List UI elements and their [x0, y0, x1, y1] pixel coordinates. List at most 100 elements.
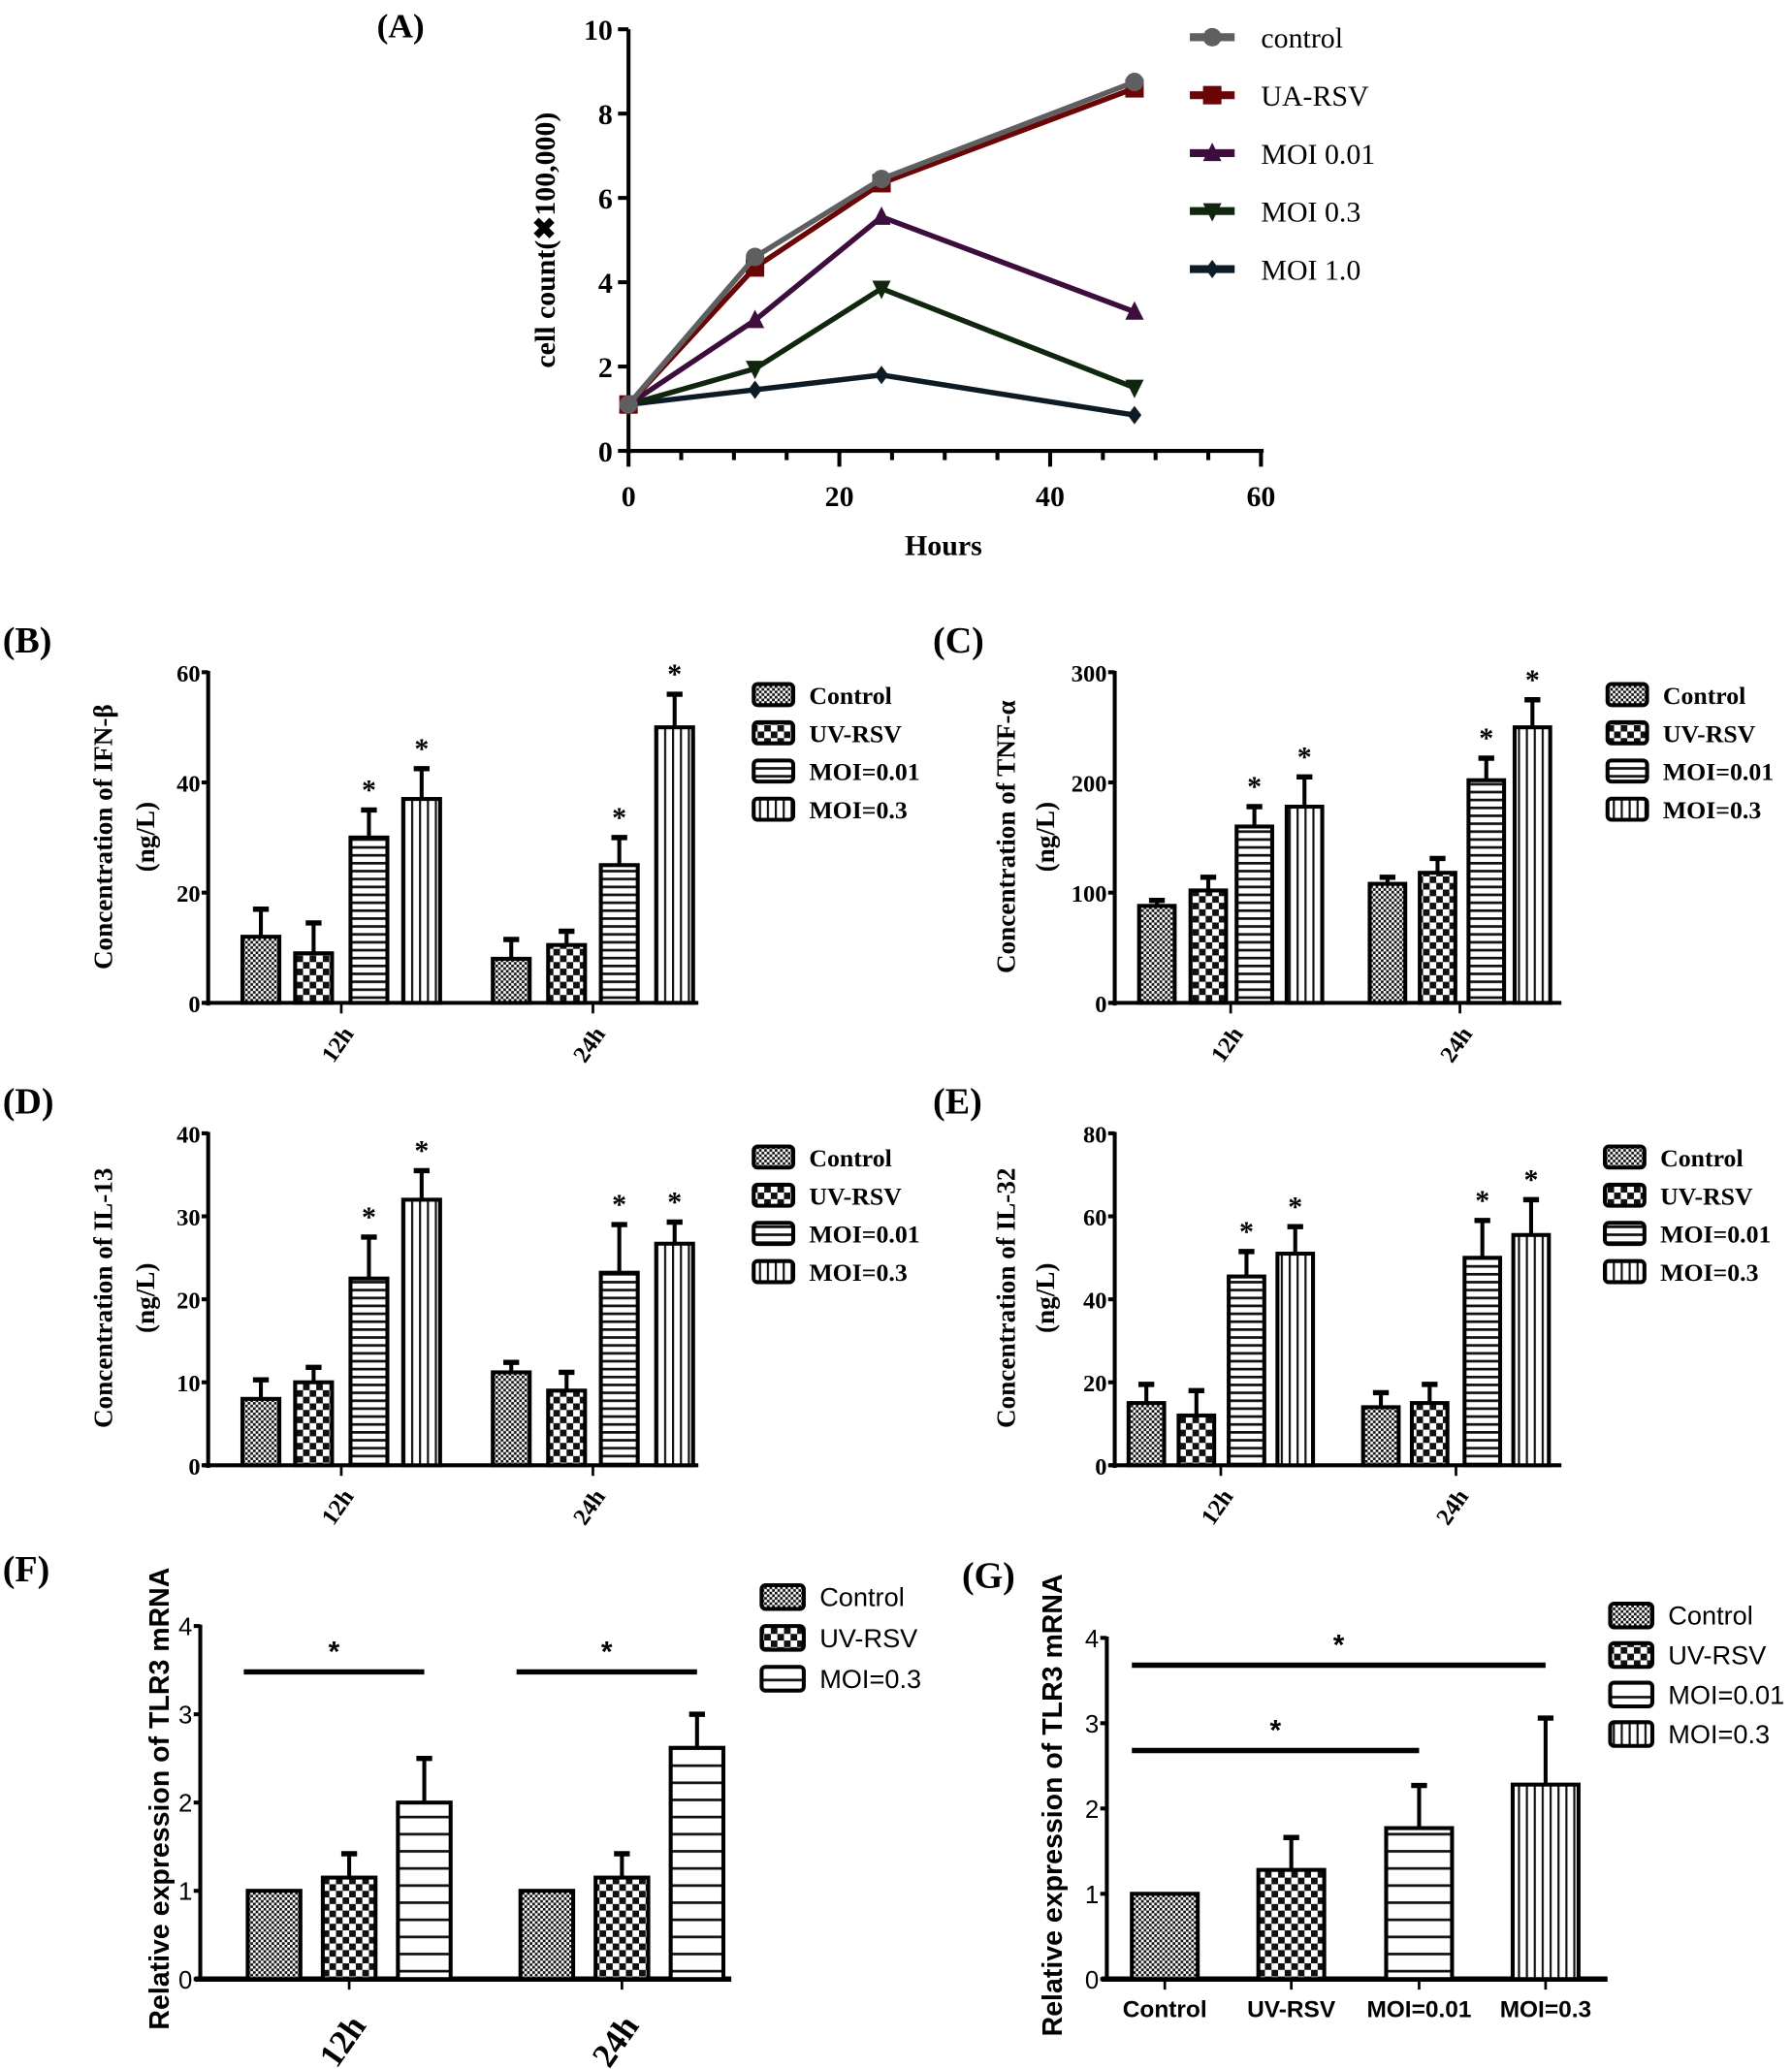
bar: [320, 1875, 378, 1982]
y-tick-label: 10: [176, 1371, 200, 1397]
significance-marker: *: [612, 1189, 626, 1221]
y-axis-title: cell count(✖100,000): [529, 112, 561, 368]
significance-marker: *: [1475, 1185, 1489, 1217]
legend-item: MOI=0.3: [752, 796, 908, 824]
significance-bracket: *: [243, 1637, 425, 1675]
significance-marker: *: [1525, 664, 1540, 696]
bar-uv-rsv: [293, 920, 335, 1005]
bar: [546, 1388, 588, 1468]
x-tick-label: MOI=0.01: [1366, 1997, 1471, 2023]
bar-uv-rsv: [1409, 1382, 1450, 1468]
significance-marker: *: [329, 1637, 340, 1669]
bar-moi-0-01: [1384, 1782, 1455, 1982]
legend-swatch: [1605, 682, 1649, 708]
legend-label: UV-RSV: [1663, 719, 1756, 748]
y-tick-label: 0: [1085, 1967, 1099, 1994]
legend-label: UV-RSV: [1668, 1640, 1766, 1671]
bar-moi-0-01: *: [348, 1201, 390, 1468]
bar-control: [240, 1377, 282, 1468]
significance-marker: *: [1239, 1216, 1254, 1248]
bar: [1360, 1405, 1401, 1468]
bar-uv-rsv: [546, 1369, 588, 1468]
series-line: [627, 285, 1136, 407]
bar-control: [518, 1889, 576, 1982]
bar: [491, 956, 532, 1005]
legend-swatch: [1605, 719, 1649, 746]
legend-label: MOI=0.01: [809, 1221, 919, 1249]
legend-item: UV-RSV: [1605, 719, 1756, 748]
legend-swatch: [759, 1624, 806, 1652]
bar: [1176, 1413, 1217, 1468]
bar-moi-0-3: [1510, 1715, 1581, 1982]
legend-swatch: [752, 1258, 796, 1285]
legend-label: Control: [809, 682, 892, 710]
legend-label: MOI 1.0: [1261, 254, 1360, 286]
legend-item: UV-RSV: [1603, 1182, 1753, 1210]
legend-swatch: [1603, 1258, 1647, 1285]
y-tick-label: 3: [1085, 1711, 1099, 1738]
panel-d: (D) 0 10 20 30 40 Concentration of IL-13 (ng/L)…: [3, 1082, 920, 1530]
bar-moi-0-3: *: [400, 1135, 442, 1468]
legend-item: MOI=0.01: [1608, 1679, 1784, 1709]
data-point: [872, 280, 891, 300]
data-point: [746, 309, 765, 329]
significance-marker: *: [667, 658, 682, 690]
legend-item: MOI 0.3: [1190, 197, 1360, 229]
x-axis-title: Hours: [905, 529, 982, 561]
series-line: [627, 372, 1136, 418]
significance-marker: *: [414, 733, 429, 765]
legend-item: control: [1190, 22, 1343, 54]
legend-swatch: [752, 1221, 796, 1247]
legend-item: UV-RSV: [1608, 1640, 1766, 1671]
legend-swatch: [752, 682, 796, 708]
panel-g: (G) 0 1 2 3 4 Relative expression of TLR3 mRNA…: [962, 1556, 1784, 2037]
bar-control: [1130, 1892, 1200, 1982]
legend-item: MOI=0.3: [1608, 1719, 1770, 1749]
bar-moi-0-01: *: [598, 802, 640, 1005]
bar: [598, 863, 640, 1005]
bar-moi-0-3: *: [654, 658, 695, 1005]
bar: [400, 797, 442, 1005]
bar: [654, 1241, 695, 1468]
x-tick-label: 12h: [1206, 1022, 1249, 1067]
y-tick-label: 20: [176, 1289, 200, 1315]
bar: [1234, 824, 1274, 1005]
bar-moi-0-01: *: [1234, 771, 1274, 1005]
bar-moi-0-01: *: [1466, 722, 1507, 1005]
legend-label: MOI=0.01: [1668, 1679, 1784, 1709]
legend-item: MOI=0.3: [1605, 796, 1761, 824]
legend-item: Control: [759, 1582, 905, 1612]
data-point: [748, 380, 762, 399]
bar: [1275, 1252, 1316, 1468]
significance-bracket: *: [1132, 1630, 1546, 1669]
significance-bracket: *: [516, 1637, 697, 1675]
bar: [1284, 804, 1325, 1005]
panel-label: (A): [377, 7, 425, 45]
y-tick-label: 2: [598, 352, 613, 384]
y-tick-label: 1: [178, 1879, 192, 1906]
y-tick-label: 0: [598, 436, 613, 468]
bar: [491, 1370, 532, 1468]
bar: [1256, 1867, 1327, 1982]
x-tick-label: 24h: [568, 1484, 611, 1530]
y-axis-title: Relative expression of TLR3 mRNA: [1038, 1574, 1069, 2036]
bar-uv-rsv: [1176, 1387, 1217, 1468]
bar-control: [245, 1889, 303, 1982]
legend-swatch: [752, 1182, 796, 1208]
legend-label: UV-RSV: [809, 719, 902, 748]
y-axis-title: Concentration of IL-32: [991, 1167, 1020, 1428]
bar: [1227, 1274, 1266, 1468]
x-tick-label: 20: [825, 481, 854, 513]
data-point: [1125, 73, 1144, 92]
legend-label: UV-RSV: [809, 1182, 902, 1210]
significance-marker: *: [1297, 741, 1312, 773]
legend-label: control: [1261, 22, 1343, 54]
legend-marker: [1202, 203, 1222, 222]
legend-label: UA-RSV: [1261, 80, 1369, 112]
legend-marker: [1202, 85, 1222, 105]
bar-moi-0-3: *: [1511, 1164, 1552, 1468]
bar-control: [1136, 897, 1177, 1005]
bar-uv-rsv: [1188, 875, 1229, 1005]
bar-control: [491, 1359, 532, 1468]
bar-moi-0-3: *: [1275, 1191, 1316, 1468]
